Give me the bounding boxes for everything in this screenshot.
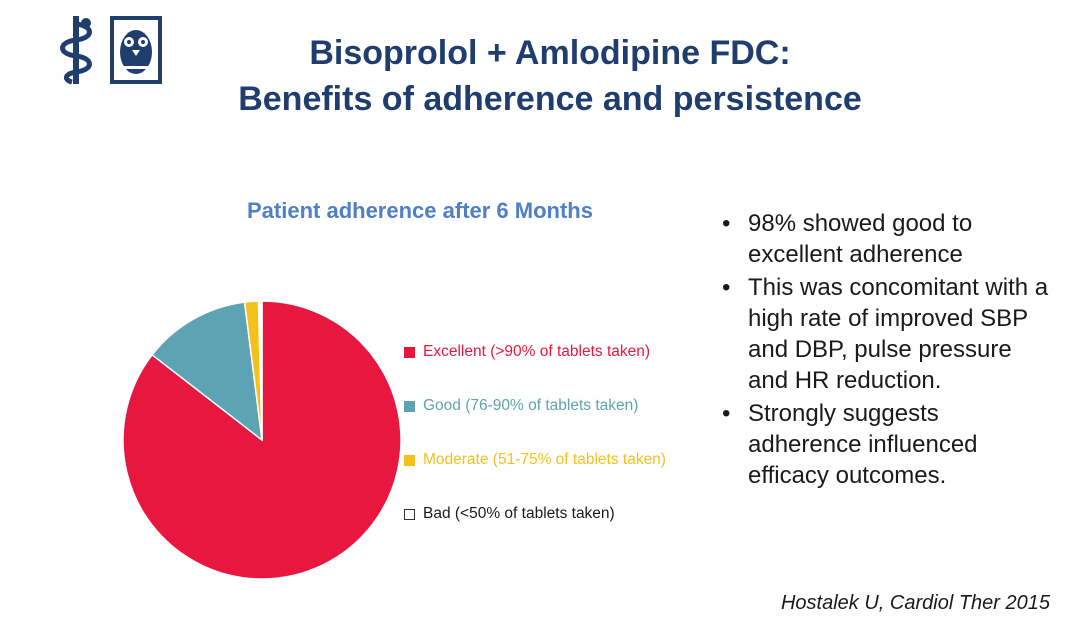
pie-slice-1: [151, 301, 263, 442]
citation: Hostalek U, Cardiol Ther 2015: [780, 592, 1050, 614]
legend-item-1: Good (76-90% of tablets taken): [404, 396, 666, 416]
legend-item-0: Excellent (>90% of tablets taken): [404, 342, 666, 362]
legend-label: Moderate (51-75% of tablets taken): [423, 451, 666, 468]
legend-label: Good (76-90% of tablets taken): [423, 397, 639, 414]
legend-swatch: [404, 508, 415, 520]
pie-slice-3: [257, 300, 263, 441]
chart-legend: Excellent (>90% of tablets taken) Good (7…: [404, 342, 666, 558]
adherence-pie-chart: [122, 300, 402, 580]
bullet-list: • 98% showed good to excellent adherence •…: [722, 208, 1052, 493]
bullet-text: Strongly suggests adherence influenced e…: [748, 400, 978, 489]
bullet-item-0: • 98% showed good to excellent adherence: [722, 208, 1052, 270]
chart-title: Patient adherence after 6 Months: [247, 198, 593, 223]
bullet-dot: •: [722, 274, 731, 301]
legend-label: Bad (<50% of tablets taken): [423, 505, 615, 522]
bullet-item-2: • Strongly suggests adherence influenced …: [722, 398, 1052, 491]
bullet-dot: •: [722, 210, 731, 237]
bullet-dot: •: [722, 400, 731, 427]
slide-title: Bisoprolol + Amlodipine FDC: Benefits of…: [180, 30, 920, 122]
legend-swatch: [404, 454, 415, 466]
staff-of-aesculapius-icon: [60, 16, 92, 85]
legend-item-2: Moderate (51-75% of tablets taken): [404, 450, 666, 470]
slide-title-line-2: Benefits of adherence and persistence: [238, 80, 862, 118]
legend-label: Excellent (>90% of tablets taken): [423, 343, 651, 360]
bullet-text: 98% showed good to excellent adherence: [748, 210, 973, 268]
legend-item-3: Bad (<50% of tablets taken): [404, 504, 666, 524]
university-seal-owl-icon: [110, 16, 162, 84]
legend-swatch: [404, 400, 415, 412]
slide-title-line-1: Bisoprolol + Amlodipine FDC:: [309, 34, 791, 72]
bullet-text: This was concomitant with a high rate of…: [748, 274, 1049, 394]
bullet-item-1: • This was concomitant with a high rate o…: [722, 272, 1052, 396]
legend-swatch: [404, 346, 415, 358]
